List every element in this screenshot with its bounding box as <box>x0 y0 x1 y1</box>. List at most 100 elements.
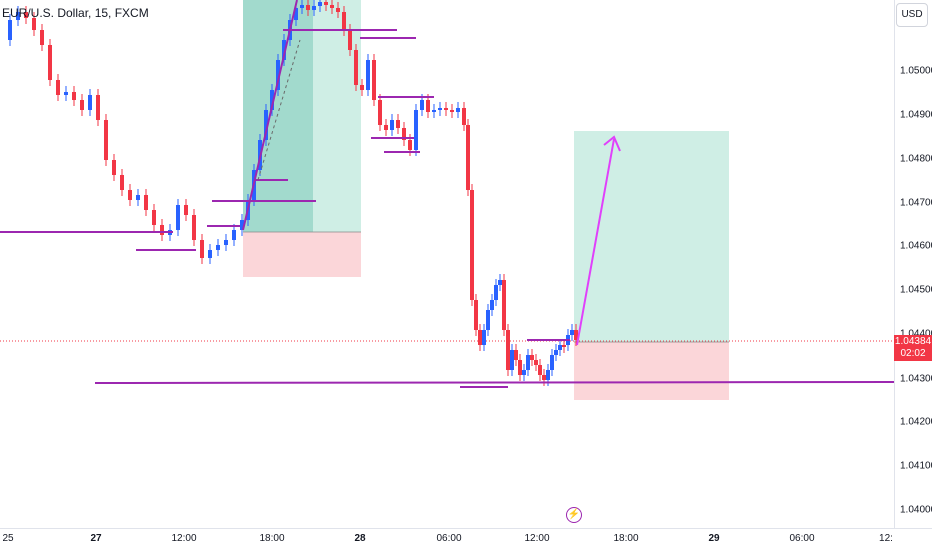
candle-body <box>216 245 220 250</box>
candle-body <box>482 330 486 345</box>
long-position-2-target-zone[interactable] <box>574 131 729 342</box>
time-tick: 18:00 <box>259 533 285 544</box>
candle-body <box>522 370 526 375</box>
time-axis[interactable] <box>0 528 932 551</box>
candle-body <box>530 355 534 360</box>
candle-body <box>152 210 156 225</box>
lightning-bolt-icon[interactable]: ⚡ <box>566 507 582 523</box>
candle-body <box>270 90 274 110</box>
price-axis[interactable] <box>894 0 932 528</box>
symbol-title[interactable]: EUR/U.S. Dollar, 15, FXCM <box>2 6 149 20</box>
price-tick: 1.04000 <box>900 504 932 516</box>
time-tick: 29 <box>708 533 720 544</box>
candle-body <box>526 355 530 370</box>
time-tick: 18:00 <box>613 533 639 544</box>
long-position-stop-zone[interactable] <box>243 232 361 277</box>
price-tick: 1.04500 <box>900 284 932 296</box>
candle-body <box>120 175 124 190</box>
candle-body <box>312 6 316 10</box>
candle-body <box>354 50 358 85</box>
candle-body <box>232 230 236 240</box>
candle-body <box>372 60 376 100</box>
candle-body <box>24 12 28 18</box>
candle-body <box>342 12 346 30</box>
candle-body <box>570 330 574 335</box>
candle-body <box>96 95 100 120</box>
candle-body <box>444 108 448 110</box>
candle-body <box>208 250 212 258</box>
candle-body <box>494 285 498 300</box>
candlestick-series <box>8 0 578 386</box>
time-tick: 25 <box>2 533 14 544</box>
candle-body <box>384 125 388 130</box>
projection-arrow[interactable] <box>576 138 615 346</box>
candle-body <box>538 365 542 375</box>
candle-body <box>48 45 52 80</box>
candle-body <box>184 205 188 215</box>
candle-body <box>366 60 370 90</box>
candle-body <box>432 110 436 112</box>
candle-body <box>414 110 418 150</box>
candle-body <box>466 125 470 190</box>
candle-body <box>276 60 280 90</box>
candle-body <box>300 5 304 8</box>
time-tick: 06:00 <box>436 533 462 544</box>
price-tick: 1.04800 <box>900 153 932 165</box>
horizontal-lines <box>0 29 895 388</box>
time-tick: 12:00 <box>171 533 197 544</box>
bar-countdown: 02:02 <box>900 348 926 359</box>
candle-body <box>396 120 400 128</box>
candle-body <box>324 2 328 5</box>
price-tick: 1.04400 <box>900 328 932 340</box>
candle-body <box>318 2 322 6</box>
candle-body <box>330 5 334 8</box>
candle-body <box>474 300 478 330</box>
candle-body <box>478 330 482 345</box>
candle-body <box>88 95 92 110</box>
candle-body <box>176 205 180 230</box>
long-position-2-stop-zone[interactable] <box>574 342 729 400</box>
candle-body <box>72 92 76 100</box>
candle-body <box>562 345 566 347</box>
candle-body <box>498 280 502 285</box>
candle-body <box>390 120 394 130</box>
time-tick: 27 <box>90 533 102 544</box>
candle-body <box>450 110 454 112</box>
long-position-target-zone[interactable] <box>313 0 361 232</box>
projection-arrow-head <box>603 135 621 152</box>
price-tick: 1.04700 <box>900 197 932 209</box>
candle-body <box>502 280 506 330</box>
candle-body <box>306 5 310 10</box>
candle-body <box>64 92 68 95</box>
candle-body <box>462 108 466 125</box>
candle-body <box>554 350 558 355</box>
candle-body <box>534 360 538 365</box>
candle-body <box>264 110 268 140</box>
candle-body <box>240 220 244 230</box>
candle-body <box>378 100 382 125</box>
candle-body <box>192 215 196 240</box>
candle-body <box>200 240 204 258</box>
candle-body <box>80 100 84 110</box>
trend-line[interactable] <box>242 0 298 231</box>
candle-body <box>294 8 298 20</box>
candle-body <box>518 360 522 375</box>
time-tick: 12: <box>879 533 893 544</box>
candle-body <box>408 140 412 150</box>
candle-body <box>542 375 546 380</box>
candle-body <box>360 85 364 90</box>
candle-body <box>8 20 12 40</box>
current-price-label: 1.04384 02:02 <box>894 335 932 361</box>
current-price-value: 1.04384 <box>894 336 932 347</box>
candle-body <box>104 120 108 160</box>
candle-body <box>144 195 148 210</box>
candle-body <box>136 195 140 200</box>
major-support-line[interactable] <box>94 381 895 384</box>
candle-body <box>546 370 550 380</box>
candle-body <box>438 108 442 110</box>
price-tick: 1.04300 <box>900 373 932 385</box>
currency-button[interactable]: USD <box>896 3 928 27</box>
candle-body <box>486 310 490 330</box>
candle-body <box>32 18 36 30</box>
